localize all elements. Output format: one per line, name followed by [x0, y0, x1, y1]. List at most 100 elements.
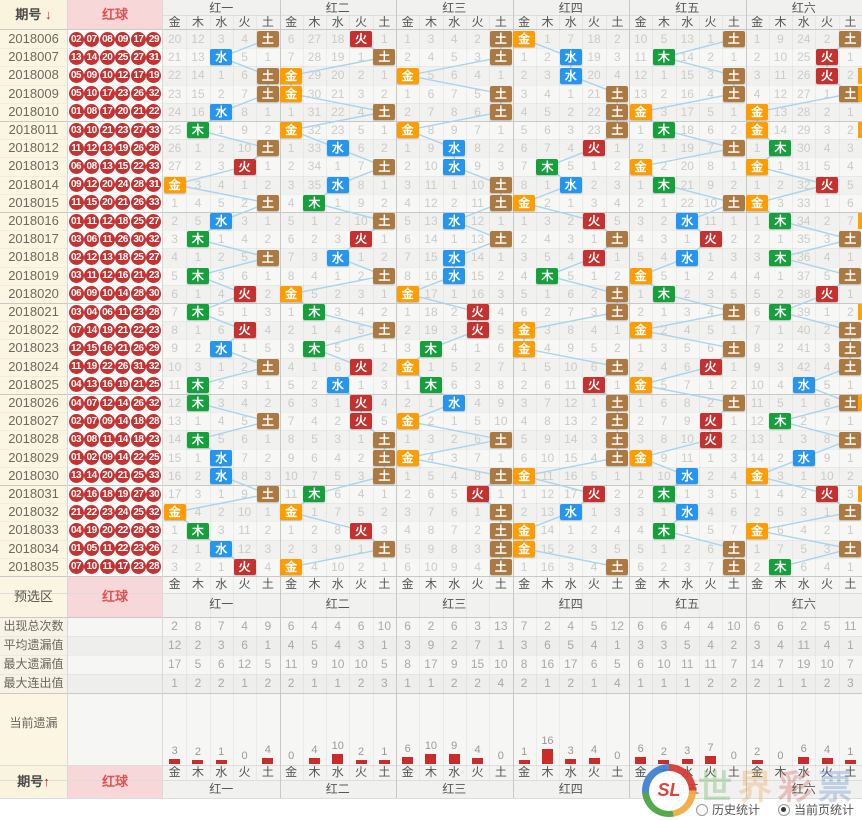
miss-count-cell: 12 [633, 68, 648, 83]
element-hit-cell: 水 [326, 249, 349, 266]
miss-count-cell: 7 [544, 396, 551, 410]
miss-count-cell: 4 [660, 359, 668, 374]
element-hit-cell: 土 [722, 540, 745, 557]
stat-value-cell: 15 [470, 657, 485, 671]
miss-count-cell: 2 [334, 286, 342, 301]
miss-count-cell: 7 [520, 159, 528, 174]
red-ball: 02 [68, 486, 84, 502]
stat-value-cell: 10 [657, 657, 671, 671]
row-line [0, 230, 862, 231]
red-balls-cell: 13 14 20 21 25 33 [67, 467, 163, 485]
miss-count-cell: 10 [750, 377, 764, 392]
miss-count-cell: 9 [683, 414, 691, 429]
element-bottom-header: 木 [424, 765, 437, 779]
element-hit-cell: 金 [513, 522, 536, 539]
miss-count-cell: 3 [241, 377, 248, 392]
period-sort-header[interactable]: 期号 ↓ [0, 0, 67, 30]
miss-count-cell: 2 [660, 323, 668, 338]
miss-count-cell: 2 [660, 214, 668, 228]
miss-count-cell: 2 [380, 359, 388, 374]
miss-count-cell: 2 [357, 450, 365, 465]
miss-count-cell: 5 [427, 68, 435, 83]
element-footer-header: 水 [681, 577, 694, 591]
red-ball: 15 [84, 340, 100, 356]
element-hit-cell: 金 [746, 467, 769, 484]
red-ball: 26 [130, 395, 146, 411]
radio-history-option[interactable]: 历史统计 [695, 801, 760, 818]
miss-count-cell: 10 [470, 177, 485, 192]
red-ball: 14 [115, 395, 131, 411]
element-hit-cell: 土 [256, 358, 279, 375]
radio-current-page-option[interactable]: 当前页统计 [777, 801, 854, 818]
miss-count-cell: 3 [194, 359, 202, 374]
element-header: 土 [494, 15, 507, 29]
miss-count-cell: 1 [474, 341, 481, 356]
miss-count-cell: 35 [797, 232, 811, 247]
group-header: 红五 [675, 1, 700, 15]
miss-count-cell: 16 [470, 286, 485, 301]
red-ball: 18 [99, 486, 115, 502]
sort-ascending-icon[interactable]: ↑ [43, 774, 50, 789]
element-hit-cell: 水 [792, 376, 815, 393]
stat-value-cell: 3 [404, 638, 411, 652]
element-bottom-header: 土 [844, 765, 857, 779]
miss-count-cell: 5 [753, 286, 761, 301]
miss-count-cell: 2 [660, 159, 668, 174]
stat-value-cell: 4 [311, 619, 318, 633]
period-sort-footer[interactable]: 期号↑ [0, 765, 67, 798]
miss-count-cell: 3 [380, 523, 388, 538]
stat-row-line [0, 674, 862, 675]
sort-descending-icon[interactable]: ↓ [41, 7, 52, 22]
red-ball: 23 [146, 268, 162, 284]
miss-count-cell: 8 [427, 523, 435, 538]
miss-count-cell: 10 [354, 214, 368, 228]
red-ball: 19 [84, 359, 100, 375]
element-hit-cell: 水 [326, 176, 349, 193]
element-header: 木 [424, 15, 437, 29]
period-cell: 2018031 [8, 486, 59, 501]
miss-count-cell: 17 [167, 487, 182, 501]
miss-count-cell: 19 [331, 50, 345, 65]
element-bottom-header: 土 [727, 765, 740, 779]
period-cell: 2018017 [8, 231, 59, 247]
element-hit-cell: 木 [652, 176, 675, 193]
miss-count-cell: 1 [357, 50, 365, 65]
element-bottom-header: 土 [378, 765, 391, 779]
element-hit-cell: 土 [373, 322, 396, 339]
period-cell: 2018024 [8, 358, 59, 374]
miss-count-cell: 3 [660, 232, 668, 247]
radio-current-page-circle-icon[interactable] [777, 803, 790, 816]
group-bottom-header: 红三 [442, 782, 467, 796]
miss-count-cell: 1 [357, 541, 365, 556]
element-header: 金 [518, 15, 531, 29]
stat-value-cell: 4 [567, 619, 575, 633]
radio-history-circle-icon[interactable] [695, 803, 708, 816]
miss-count-cell: 1 [450, 232, 458, 247]
edge-cutoff-cell [858, 395, 862, 412]
miss-count-cell: 27 [307, 32, 322, 46]
miss-count-cell: 2 [287, 323, 295, 338]
element-header: 火 [355, 15, 368, 29]
miss-count-cell: 2 [590, 414, 598, 429]
stat-label: 最大遗漏值 [3, 657, 64, 671]
miss-count-cell: 8 [171, 323, 178, 338]
miss-count-cell: 1 [730, 50, 738, 65]
miss-count-cell: 2 [497, 268, 505, 283]
miss-count-cell: 3 [823, 341, 831, 356]
miss-count-cell: 4 [241, 232, 248, 247]
miss-count-cell: 2 [777, 286, 784, 301]
element-hit-cell: 土 [373, 103, 396, 120]
miss-count-cell: 1 [707, 250, 714, 265]
element-bottom-header: 金 [634, 765, 647, 779]
miss-count-cell: 1 [846, 250, 854, 265]
miss-count-cell: 1 [730, 359, 738, 374]
miss-count-cell: 33 [307, 141, 322, 156]
red-ball: 14 [84, 468, 100, 484]
miss-count-cell: 3 [846, 141, 854, 156]
miss-count-cell: 20 [331, 68, 345, 83]
group-separator [513, 0, 514, 798]
stat-value-cell: 2 [427, 619, 435, 633]
miss-count-cell: 2 [707, 396, 714, 410]
stat-value-cell: 1 [171, 676, 178, 690]
red-ball: 13 [99, 158, 115, 174]
